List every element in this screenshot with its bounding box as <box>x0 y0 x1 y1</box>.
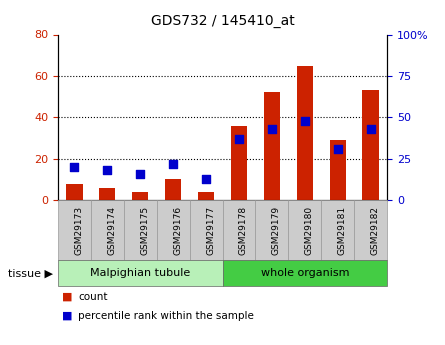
Point <box>170 161 177 166</box>
Point <box>71 164 78 170</box>
Bar <box>132 192 149 200</box>
Text: ■: ■ <box>62 292 73 302</box>
Text: tissue ▶: tissue ▶ <box>8 268 53 278</box>
Bar <box>362 90 379 200</box>
Text: GSM29176: GSM29176 <box>173 206 182 255</box>
Text: GSM29174: GSM29174 <box>107 206 116 255</box>
Bar <box>296 66 313 200</box>
Bar <box>231 126 247 200</box>
Bar <box>198 192 214 200</box>
Bar <box>165 179 182 200</box>
Point <box>334 146 341 151</box>
Point <box>137 171 144 176</box>
Bar <box>66 184 83 200</box>
Point <box>104 168 111 173</box>
Text: GSM29175: GSM29175 <box>140 206 149 255</box>
Text: percentile rank within the sample: percentile rank within the sample <box>78 311 254 321</box>
Text: GSM29173: GSM29173 <box>74 206 83 255</box>
Bar <box>264 92 280 200</box>
Point <box>367 126 374 132</box>
Text: whole organism: whole organism <box>261 268 349 278</box>
Point <box>202 176 210 181</box>
Point <box>301 118 308 124</box>
Text: ■: ■ <box>62 311 73 321</box>
Text: GSM29182: GSM29182 <box>371 206 380 255</box>
Point <box>268 126 275 132</box>
Text: GSM29180: GSM29180 <box>305 206 314 255</box>
Bar <box>330 140 346 200</box>
Text: GSM29181: GSM29181 <box>338 206 347 255</box>
Text: count: count <box>78 292 107 302</box>
Text: GDS732 / 145410_at: GDS732 / 145410_at <box>150 14 295 28</box>
Text: GSM29177: GSM29177 <box>206 206 215 255</box>
Text: Malpighian tubule: Malpighian tubule <box>90 268 190 278</box>
Text: GSM29179: GSM29179 <box>272 206 281 255</box>
Bar <box>99 188 116 200</box>
Point <box>235 136 243 141</box>
Text: GSM29178: GSM29178 <box>239 206 248 255</box>
